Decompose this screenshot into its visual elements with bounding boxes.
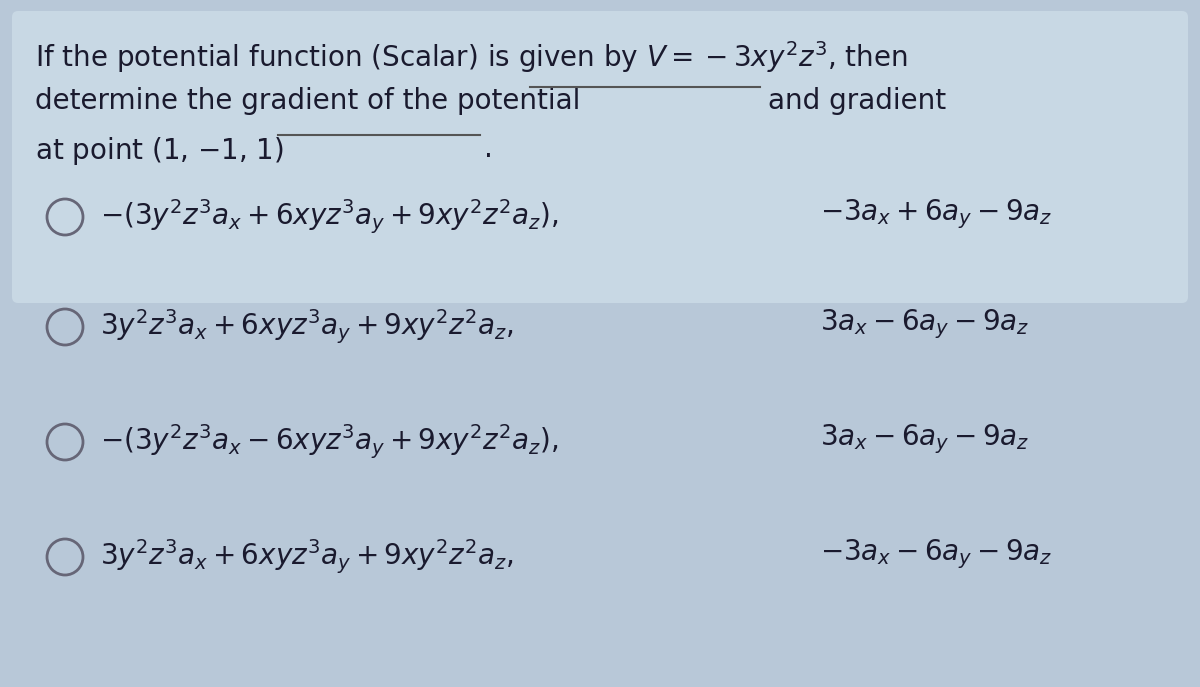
Text: $3a_x - 6a_y - 9a_z$: $3a_x - 6a_y - 9a_z$ [820, 422, 1030, 455]
Text: $-(3y^2z^3a_x - 6xyz^3a_y + 9xy^2z^2a_z),$: $-(3y^2z^3a_x - 6xyz^3a_y + 9xy^2z^2a_z)… [100, 422, 559, 460]
Text: $-(3y^2z^3a_x + 6xyz^3a_y + 9xy^2z^2a_z),$: $-(3y^2z^3a_x + 6xyz^3a_y + 9xy^2z^2a_z)… [100, 197, 559, 236]
FancyBboxPatch shape [12, 11, 1188, 303]
Text: $3a_x - 6a_y - 9a_z$: $3a_x - 6a_y - 9a_z$ [820, 307, 1030, 341]
Text: .: . [484, 135, 493, 163]
Text: determine the gradient of the potential: determine the gradient of the potential [35, 87, 581, 115]
Text: $-3a_x - 6a_y - 9a_z$: $-3a_x - 6a_y - 9a_z$ [820, 537, 1052, 571]
Text: $3y^2z^3a_x + 6xyz^3a_y + 9xy^2z^2a_z,$: $3y^2z^3a_x + 6xyz^3a_y + 9xy^2z^2a_z,$ [100, 537, 514, 576]
Text: If the potential function (Scalar) is given by $V = -3xy^2z^3$, then: If the potential function (Scalar) is gi… [35, 39, 907, 75]
Text: $-3a_x + 6a_y - 9a_z$: $-3a_x + 6a_y - 9a_z$ [820, 197, 1052, 231]
Text: $3y^2z^3a_x + 6xyz^3a_y + 9xy^2z^2a_z,$: $3y^2z^3a_x + 6xyz^3a_y + 9xy^2z^2a_z,$ [100, 307, 514, 346]
Text: at point (1, $-$1, 1): at point (1, $-$1, 1) [35, 135, 284, 167]
Text: and gradient: and gradient [768, 87, 946, 115]
